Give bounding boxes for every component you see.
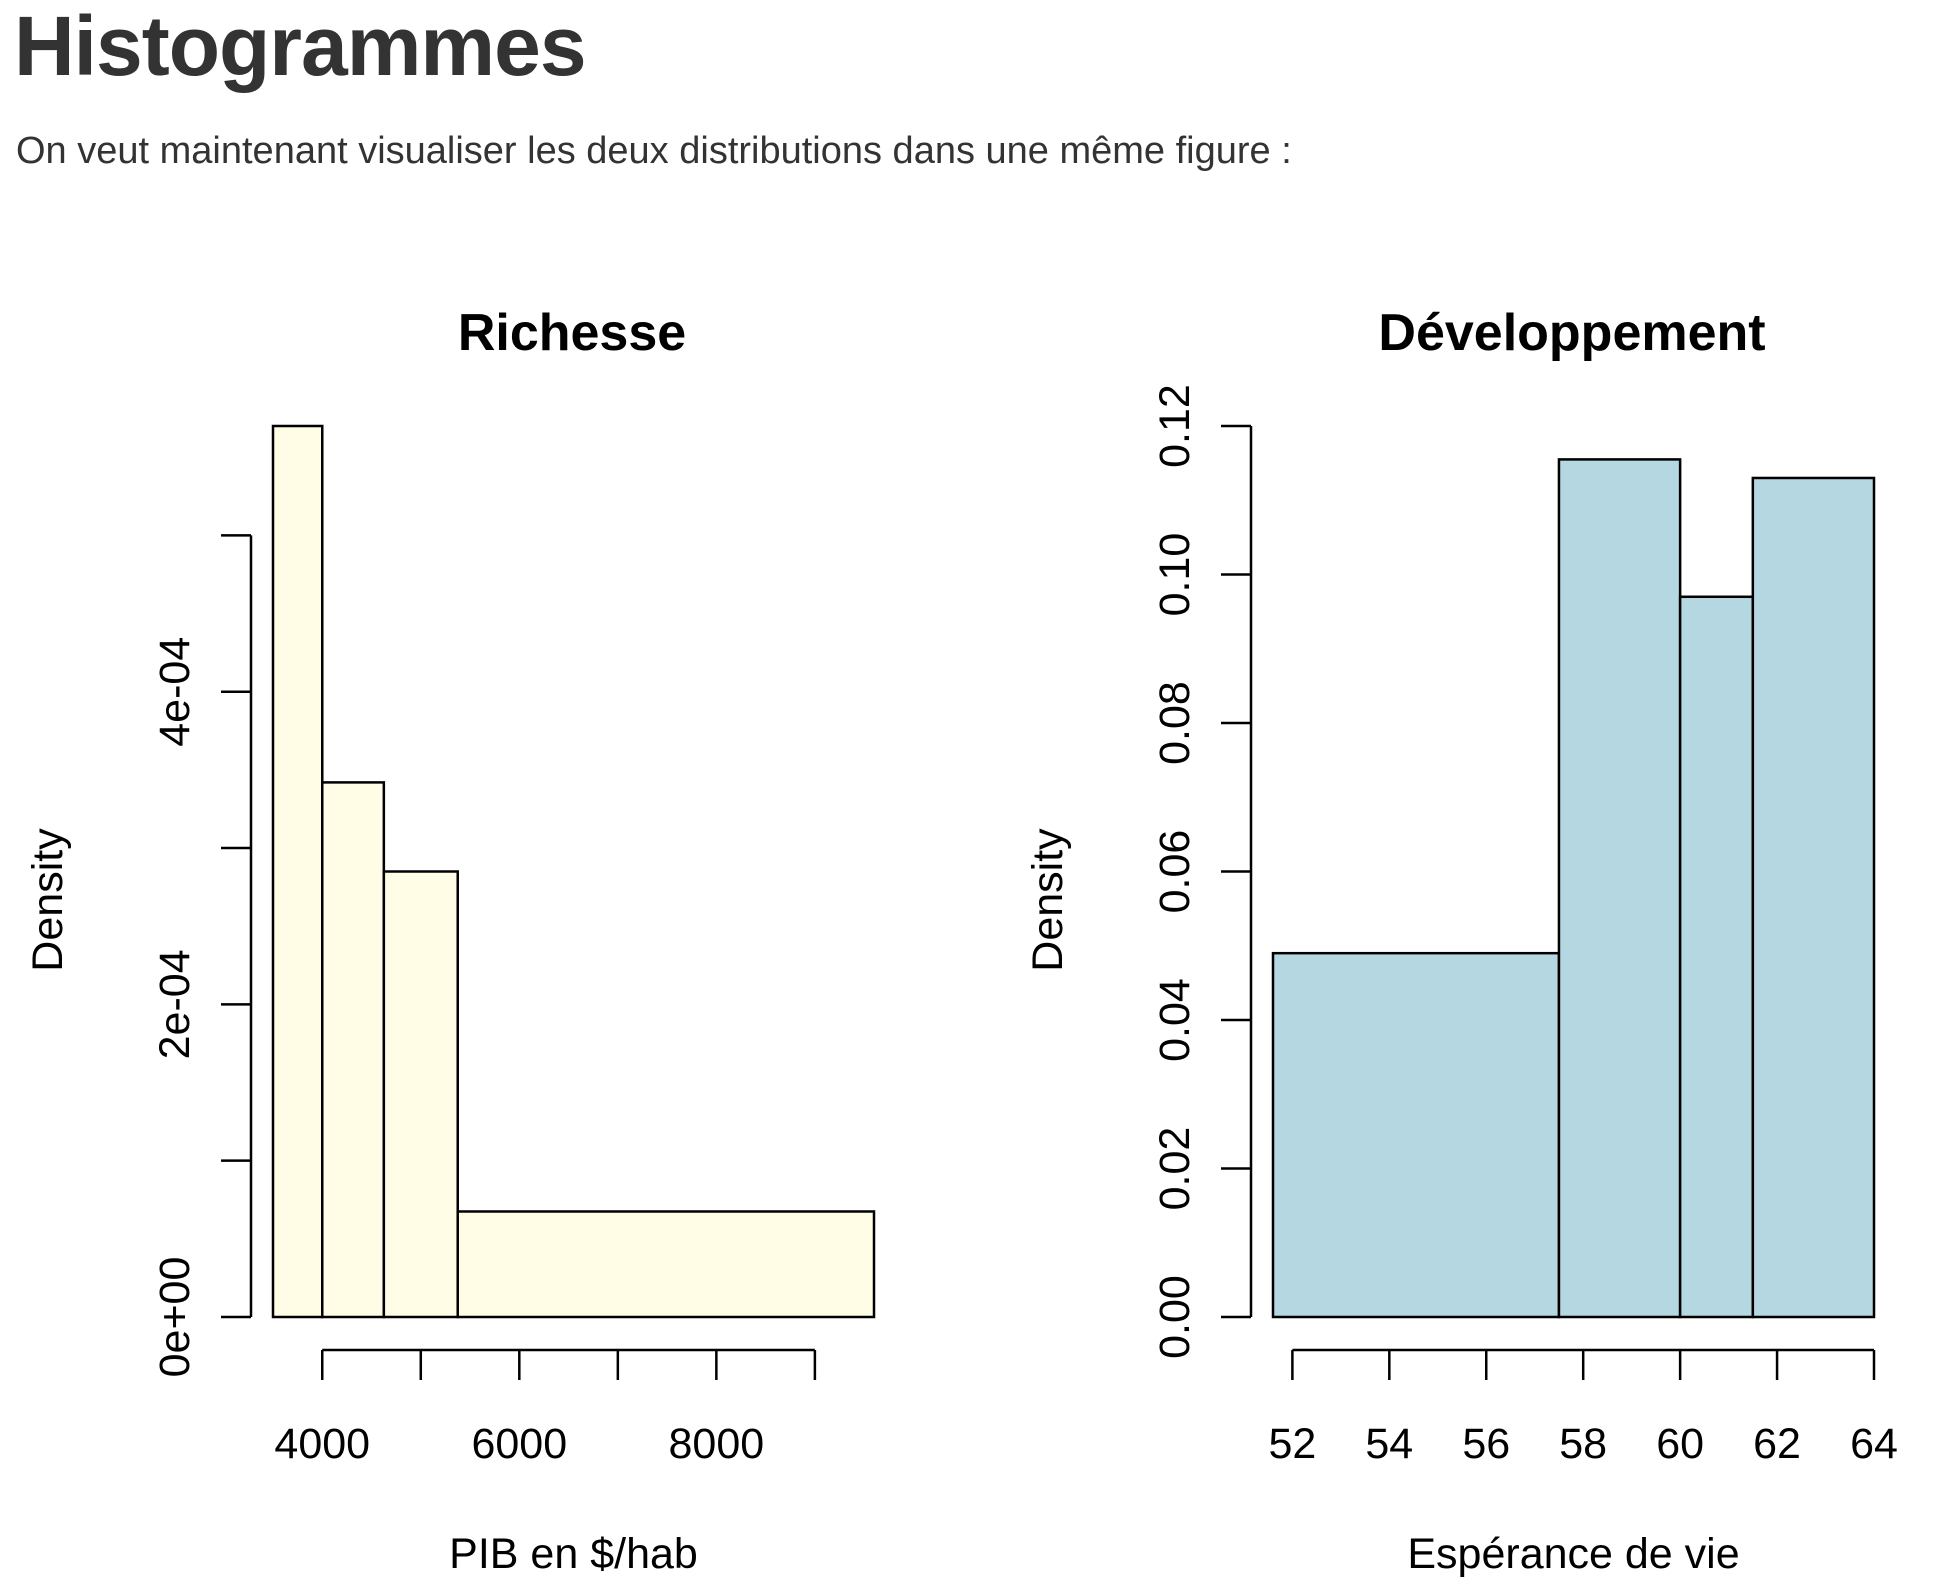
page-title: Histogrammes (14, 0, 587, 93)
richesse-bar-1 (321, 781, 386, 1319)
developpement-x-tick-label: 52 (1268, 1420, 1316, 1468)
developpement-y-tick-label: 0.06 (1151, 830, 1199, 914)
developpement-bar-2 (1678, 595, 1755, 1319)
developpement-y-tick-label: 0.10 (1151, 533, 1199, 617)
developpement-y-axis-title: Density (1024, 828, 1072, 972)
richesse-y-tick-label: 2e-04 (151, 949, 199, 1059)
richesse-x-axis-title: PIB en $/hab (449, 1530, 698, 1578)
developpement-x-tick-label: 54 (1365, 1420, 1413, 1468)
developpement-x-tick-label: 64 (1850, 1420, 1898, 1468)
developpement-x-tick-label: 56 (1462, 1420, 1510, 1468)
richesse-y-tick-label: 0e+00 (151, 1257, 199, 1378)
richesse-x-tick-label: 6000 (471, 1420, 567, 1468)
richesse-bar-0 (271, 424, 324, 1319)
richesse-bar-2 (382, 870, 459, 1319)
intro-text: On veut maintenant visualiser les deux d… (16, 130, 1292, 172)
developpement-x-tick-label: 58 (1559, 1420, 1607, 1468)
developpement-chart-title: Développement (1378, 304, 1765, 362)
developpement-y-tick-label: 0.00 (1151, 1275, 1199, 1359)
developpement-x-tick-label: 62 (1753, 1420, 1801, 1468)
richesse-bar-3 (456, 1210, 876, 1319)
richesse-x-tick-label: 8000 (669, 1420, 765, 1468)
developpement-bar-3 (1751, 476, 1876, 1319)
richesse-chart-title: Richesse (458, 304, 686, 362)
developpement-y-tick-label: 0.08 (1151, 681, 1199, 765)
developpement-x-axis-title: Espérance de vie (1407, 1530, 1739, 1578)
developpement-y-tick-label: 0.12 (1151, 384, 1199, 468)
developpement-y-tick-label: 0.02 (1151, 1127, 1199, 1211)
richesse-y-tick-label: 4e-04 (151, 637, 199, 747)
developpement-bar-0 (1271, 951, 1561, 1319)
developpement-y-tick-label: 0.04 (1151, 978, 1199, 1062)
developpement-x-tick-label: 60 (1656, 1420, 1704, 1468)
richesse-y-axis-title: Density (24, 828, 72, 972)
developpement-bar-1 (1557, 458, 1682, 1319)
richesse-x-tick-label: 4000 (274, 1420, 370, 1468)
